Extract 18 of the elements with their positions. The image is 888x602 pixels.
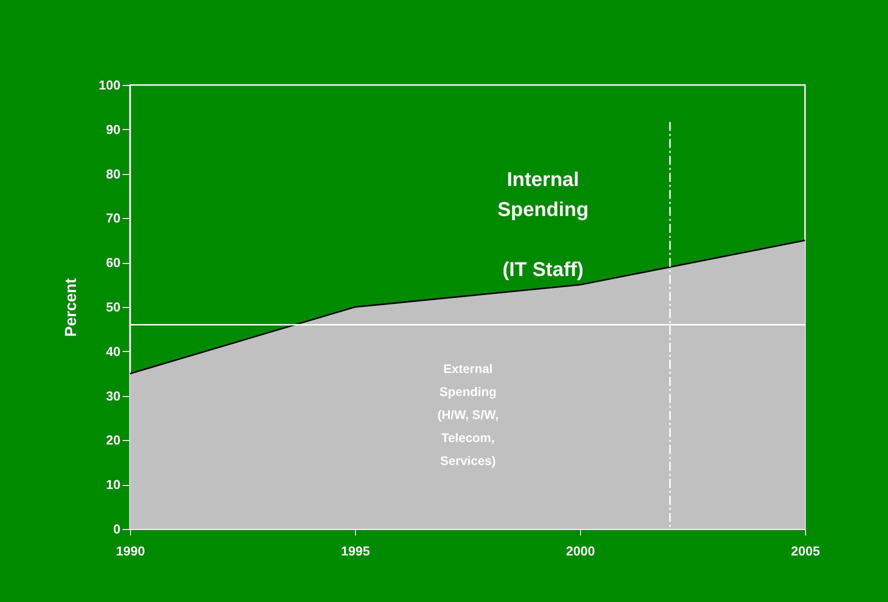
y-tick-label: 20	[106, 432, 120, 448]
y-tick-label: 70	[106, 210, 120, 226]
y-tick-label: 40	[106, 344, 120, 359]
y-tick-label: 0	[113, 522, 120, 536]
x-tick-label: 1990	[116, 544, 145, 558]
y-tick-label: 80	[106, 166, 120, 182]
y-tick-label: 30	[106, 388, 120, 404]
x-tick-label: 2005	[791, 544, 820, 558]
y-tick-label: 10	[106, 477, 120, 492]
x-tick-label: 2000	[566, 544, 595, 558]
annotation: External Spending (H/W, S/W, Telecom, Services)	[437, 362, 499, 468]
text: Internal Spending (IT Staff)	[497, 169, 589, 281]
y-tick-label: 50	[106, 300, 120, 314]
y-axis-title: Percent	[62, 277, 80, 337]
x-tick-label: 1995	[341, 544, 370, 558]
y-tick-label: 100	[98, 78, 120, 92]
y-tick-label: 60	[106, 255, 120, 270]
y-tick-label: 90	[106, 122, 120, 137]
